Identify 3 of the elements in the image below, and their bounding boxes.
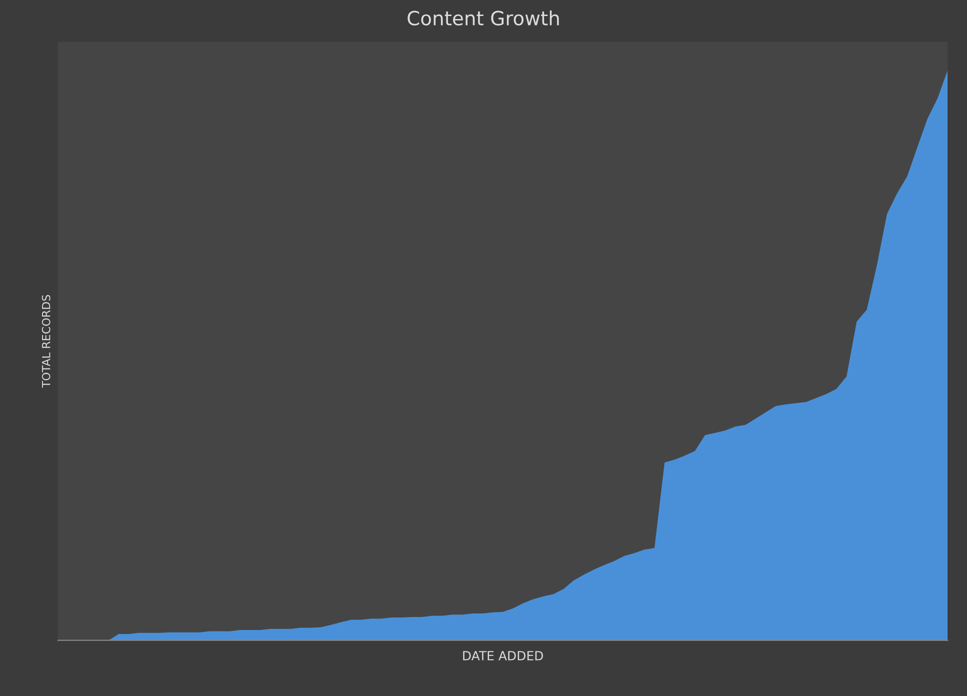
x-axis-title: DATE ADDED <box>463 651 544 660</box>
chart-title: Content Growth <box>408 10 559 26</box>
y-axis-title: TOTAL RECORDS <box>42 294 50 388</box>
